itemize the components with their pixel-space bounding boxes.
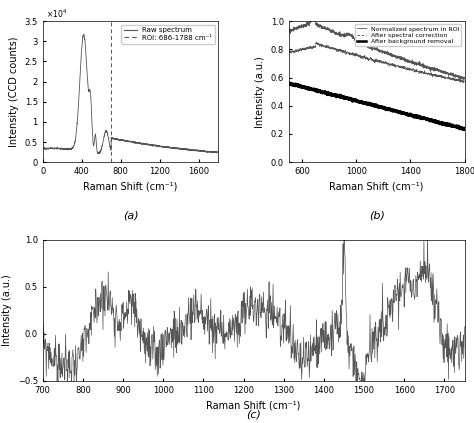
X-axis label: Raman Shift (cm⁻¹): Raman Shift (cm⁻¹) xyxy=(329,181,424,192)
Normalized spectrum in ROI xyxy=(286,28,292,33)
Normalized spectrum in ROI xyxy=(443,71,449,76)
Y-axis label: Intensity (a.u.): Intensity (a.u.) xyxy=(255,56,265,127)
After background removal xyxy=(395,109,401,114)
Text: $\times 10^4$: $\times 10^4$ xyxy=(46,7,67,20)
X-axis label: Raman Shift (cm⁻¹): Raman Shift (cm⁻¹) xyxy=(206,400,301,410)
After background removal xyxy=(386,107,392,113)
Normalized spectrum in ROI xyxy=(365,44,370,49)
Legend: Normalized spectrum in ROI, After spectral correction, After background removal: Normalized spectrum in ROI, After spectr… xyxy=(355,24,461,46)
Normalized spectrum in ROI xyxy=(462,76,467,81)
After background removal xyxy=(286,80,292,85)
Normalized spectrum in ROI xyxy=(395,54,401,59)
After spectral correction xyxy=(443,75,449,80)
After spectral correction xyxy=(313,39,319,44)
Title: (b): (b) xyxy=(369,211,384,220)
After spectral correction xyxy=(290,49,295,54)
Line: After spectral correction: After spectral correction xyxy=(289,42,465,83)
Normalized spectrum in ROI xyxy=(287,28,293,33)
Title: (a): (a) xyxy=(123,211,138,220)
After background removal xyxy=(443,122,449,127)
Normalized spectrum in ROI xyxy=(386,52,392,57)
Line: After background removal: After background removal xyxy=(289,82,465,130)
After spectral correction xyxy=(462,78,467,83)
Legend: Raw spectrum, ROI: 686-1788 cm⁻¹: Raw spectrum, ROI: 686-1788 cm⁻¹ xyxy=(121,25,215,44)
After spectral correction xyxy=(286,49,292,55)
After spectral correction xyxy=(365,57,370,62)
Normalized spectrum in ROI xyxy=(310,13,316,18)
Y-axis label: Intensity (a.u.): Intensity (a.u.) xyxy=(2,275,12,346)
Y-axis label: Intensity (CCD counts): Intensity (CCD counts) xyxy=(9,36,19,147)
Normalized spectrum in ROI xyxy=(290,28,295,33)
Line: Normalized spectrum in ROI: Normalized spectrum in ROI xyxy=(289,16,465,79)
After spectral correction xyxy=(386,61,392,66)
After background removal xyxy=(460,127,466,132)
After background removal xyxy=(290,82,295,87)
After spectral correction xyxy=(287,49,293,55)
After background removal xyxy=(286,81,292,86)
After background removal xyxy=(462,127,467,132)
Title: (c): (c) xyxy=(246,409,261,419)
After background removal xyxy=(287,80,293,85)
Normalized spectrum in ROI xyxy=(461,77,466,82)
X-axis label: Raman Shift (cm⁻¹): Raman Shift (cm⁻¹) xyxy=(83,181,178,192)
After spectral correction xyxy=(395,64,401,69)
After background removal xyxy=(365,101,370,106)
After spectral correction xyxy=(461,80,466,85)
